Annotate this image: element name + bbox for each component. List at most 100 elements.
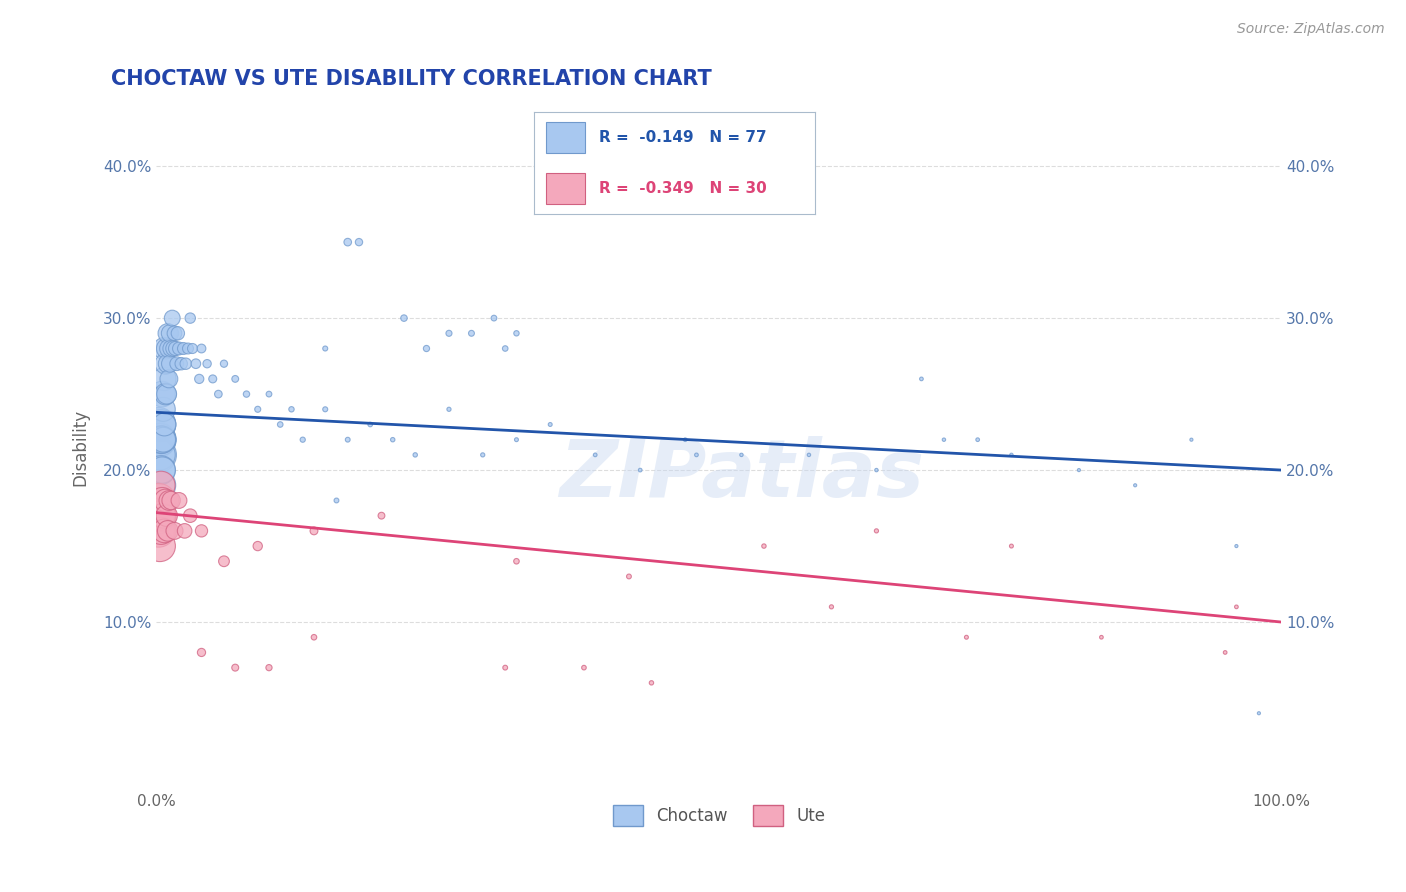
Point [184,357,207,371]
Point [404,448,426,462]
Text: R =  -0.349   N = 30: R = -0.349 N = 30 [599,181,766,196]
Point [166,357,188,371]
Point [152,433,174,447]
Point [165,342,187,356]
Point [153,342,176,356]
Point [336,433,359,447]
Point [167,493,190,508]
Point [150,417,173,432]
Point [157,372,180,386]
Point [152,402,174,417]
Point [149,539,172,553]
Point [246,402,269,417]
Point [160,493,183,508]
Point [162,342,184,356]
Point [730,448,752,462]
Point [224,660,246,674]
Point [195,357,218,371]
Point [148,417,170,432]
Point [148,524,170,538]
Point [336,235,359,249]
Bar [546,122,585,153]
Point [156,357,179,371]
Point [494,342,516,356]
Point [572,660,595,674]
Point [150,463,173,477]
Point [932,433,955,447]
Point [246,539,269,553]
Point [146,433,169,447]
Point [1247,706,1270,721]
Point [157,493,180,508]
Point [150,433,173,447]
Point [381,433,404,447]
Point [437,326,460,341]
Point [181,342,204,356]
Point [190,342,212,356]
Point [235,387,257,401]
Point [257,387,280,401]
Point [482,311,505,326]
Point [797,448,820,462]
Point [494,660,516,674]
Point [269,417,291,432]
Point [314,342,336,356]
Point [505,326,527,341]
Point [437,402,460,417]
Point [150,493,173,508]
Point [156,524,179,538]
Point [156,326,179,341]
Point [1000,448,1022,462]
Point [188,372,211,386]
Point [1225,539,1247,553]
Point [583,448,606,462]
Point [224,372,246,386]
Point [302,524,325,538]
Point [173,524,195,538]
Point [150,387,173,401]
Point [471,448,494,462]
Bar [546,173,585,204]
Point [359,417,381,432]
Point [153,372,176,386]
Point [167,326,190,341]
Point [190,645,212,659]
Point [257,660,280,674]
Point [392,311,415,326]
Point [155,493,177,508]
Point [162,311,184,326]
Point [617,569,640,583]
Point [148,448,170,462]
Point [1123,478,1146,492]
Point [152,508,174,523]
Point [146,508,169,523]
Point [149,448,172,462]
Point [153,524,176,538]
Point [302,630,325,644]
Point [955,630,977,644]
Point [347,235,370,249]
Point [148,493,170,508]
Point [325,493,347,508]
Text: CHOCTAW VS UTE DISABILITY CORRELATION CHART: CHOCTAW VS UTE DISABILITY CORRELATION CH… [111,69,713,88]
Point [314,402,336,417]
Point [1000,539,1022,553]
Legend: Choctaw, Ute: Choctaw, Ute [606,798,832,832]
Point [212,357,235,371]
Point [167,342,190,356]
Y-axis label: Disability: Disability [72,409,89,486]
Point [179,311,201,326]
Point [156,508,179,523]
Point [159,326,181,341]
Text: Source: ZipAtlas.com: Source: ZipAtlas.com [1237,22,1385,37]
Point [160,342,183,356]
Point [173,342,195,356]
Point [163,524,186,538]
Point [865,463,887,477]
Point [673,433,696,447]
Point [156,342,179,356]
Point [865,524,887,538]
Point [820,599,842,614]
Point [212,554,235,568]
Point [207,387,229,401]
